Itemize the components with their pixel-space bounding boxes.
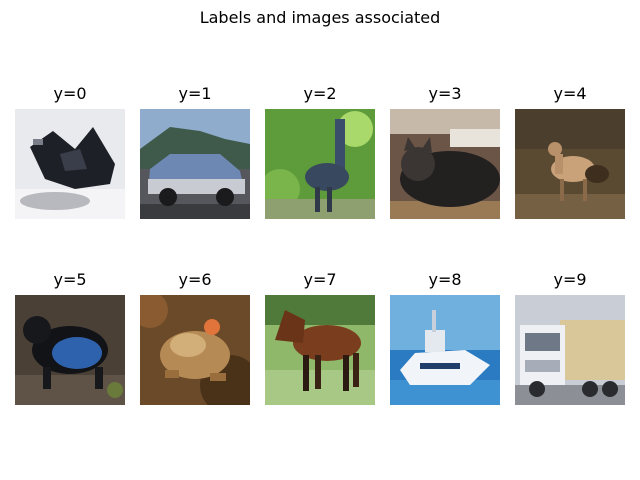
label-7: y=7	[303, 270, 337, 289]
cat-image	[390, 109, 500, 219]
label-0: y=0	[53, 84, 87, 103]
airplane-image	[15, 109, 125, 219]
cell-frog: y=6	[140, 270, 250, 405]
label-4: y=4	[553, 84, 587, 103]
bird-image	[265, 109, 375, 219]
deer-image	[515, 109, 625, 219]
truck-image	[515, 295, 625, 405]
label-8: y=8	[428, 270, 462, 289]
horse-image	[265, 295, 375, 405]
cell-automobile: y=1	[140, 84, 250, 219]
cell-cat: y=3	[390, 84, 500, 219]
cell-bird: y=2	[265, 84, 375, 219]
label-6: y=6	[178, 270, 212, 289]
label-3: y=3	[428, 84, 462, 103]
dog-image	[15, 295, 125, 405]
cell-airplane: y=0	[15, 84, 125, 219]
automobile-image	[140, 109, 250, 219]
label-9: y=9	[553, 270, 587, 289]
cell-truck: y=9	[515, 270, 625, 405]
ship-image	[390, 295, 500, 405]
cell-horse: y=7	[265, 270, 375, 405]
label-5: y=5	[53, 270, 87, 289]
frog-image	[140, 295, 250, 405]
label-2: y=2	[303, 84, 337, 103]
cell-dog: y=5	[15, 270, 125, 405]
cell-deer: y=4	[515, 84, 625, 219]
cell-ship: y=8	[390, 270, 500, 405]
label-1: y=1	[178, 84, 212, 103]
figure-title: Labels and images associated	[199, 8, 441, 27]
